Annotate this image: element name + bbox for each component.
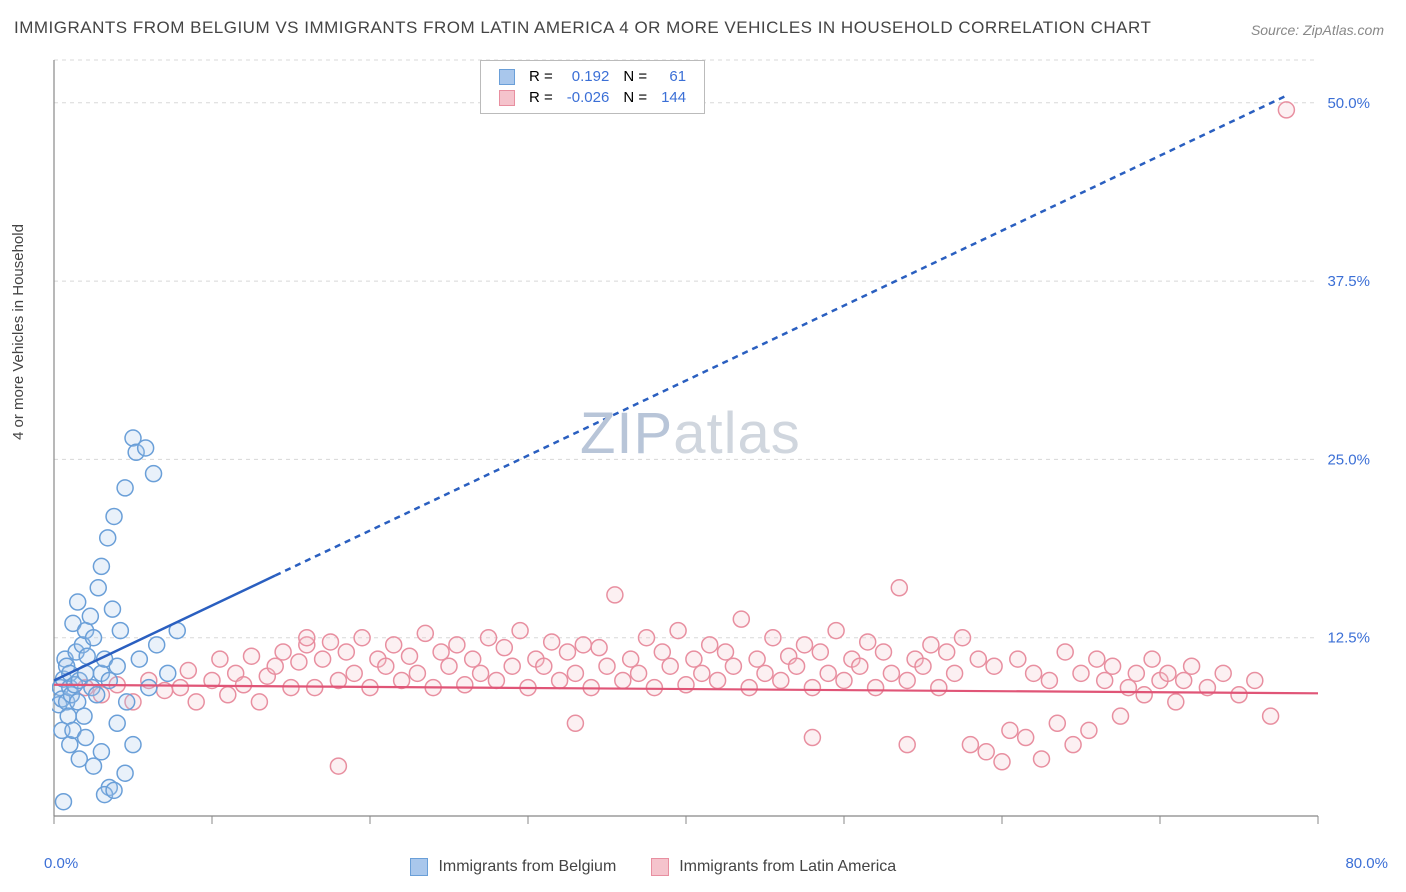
svg-text:50.0%: 50.0% [1327,95,1370,112]
series-legend: Immigrants from Belgium Immigrants from … [410,858,926,876]
legend-row-latin-america: R = -0.026 N = 144 [493,88,692,107]
swatch-latin-america [499,90,515,106]
swatch-latin-america-bottom [651,858,669,876]
svg-text:12.5%: 12.5% [1327,630,1370,647]
watermark: ZIPatlas [580,400,801,467]
x-axis-max-label: 80.0% [1345,855,1388,872]
chart-title: IMMIGRANTS FROM BELGIUM VS IMMIGRANTS FR… [14,18,1151,38]
source-attribution: Source: ZipAtlas.com [1251,22,1384,38]
correlation-legend: R = 0.192 N = 61 R = -0.026 N = 144 [480,60,705,114]
swatch-belgium [499,69,515,85]
svg-text:37.5%: 37.5% [1327,273,1370,290]
legend-label-belgium: Immigrants from Belgium [438,858,616,875]
swatch-belgium-bottom [410,858,428,876]
legend-label-latin-america: Immigrants from Latin America [679,858,896,875]
y-axis-label: 4 or more Vehicles in Household [10,224,27,440]
x-axis-min-label: 0.0% [44,855,78,872]
legend-row-belgium: R = 0.192 N = 61 [493,67,692,86]
svg-text:25.0%: 25.0% [1327,451,1370,468]
